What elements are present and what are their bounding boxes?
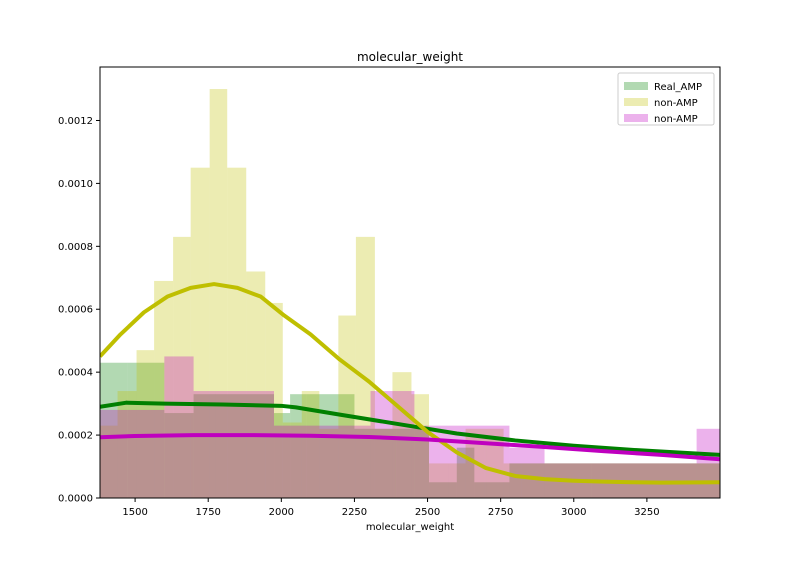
histogram-bar [696, 428, 720, 498]
x-tick-label: 2000 [269, 507, 294, 518]
histogram-bar [282, 422, 302, 498]
legend-swatch [624, 98, 648, 106]
histogram-bar [193, 391, 216, 498]
histogram-bar [164, 356, 194, 498]
legend: Real_AMP non-AMP non-AMP [617, 72, 715, 126]
kde-line-series-1 [100, 400, 720, 457]
histogram-bar [190, 167, 210, 498]
histogram-bar [484, 428, 504, 498]
legend-swatch [624, 114, 648, 122]
histogram-bar [215, 391, 275, 498]
x-tick-label: 2500 [415, 507, 440, 518]
plot-area [99, 66, 721, 499]
y-axis-ticks: 0.0000 0.0002 0.0004 0.0006 0.0008 0.0010 0.00… [58, 116, 100, 505]
histogram-bar [209, 89, 228, 498]
x-tick-label: 3000 [561, 507, 586, 518]
histogram-series-2 [100, 89, 720, 498]
histogram-bar [354, 428, 397, 498]
histogram-bar [100, 409, 128, 498]
axes-frame [99, 66, 721, 499]
y-tick-label: 0.0002 [58, 431, 93, 442]
legend-label: non-AMP [654, 114, 698, 125]
histogram-bar [154, 280, 174, 498]
histogram-bar [319, 428, 339, 498]
y-tick-label: 0.0008 [58, 242, 93, 253]
x-tick-label: 2250 [342, 507, 367, 518]
legend-label: Real_AMP [654, 82, 702, 93]
y-tick-label: 0.0000 [58, 494, 93, 505]
histogram-bar [117, 391, 137, 498]
histogram-bar [136, 350, 155, 498]
histogram-bar [290, 394, 307, 498]
histogram-layer [100, 89, 720, 498]
kde-line-series-3 [100, 433, 720, 462]
histogram-bar [414, 425, 430, 498]
chart-title: molecular_weight [357, 50, 463, 64]
y-tick-label: 0.0010 [58, 179, 93, 190]
legend-swatch [624, 82, 648, 90]
histogram-bar [429, 463, 449, 498]
x-tick-label: 3250 [634, 507, 659, 518]
histogram-bar [193, 394, 275, 498]
histogram-bar [265, 302, 283, 498]
histogram-bar [448, 463, 466, 498]
kde-line-series-2 [100, 282, 720, 485]
x-tick-label: 1750 [195, 507, 220, 518]
histogram-bar [355, 236, 375, 498]
histogram-bar [246, 271, 266, 498]
y-tick-label: 0.0012 [58, 116, 93, 127]
histogram-bar [370, 391, 396, 498]
histogram-bar [509, 447, 545, 498]
histogram-bar [429, 482, 457, 498]
histogram-bar [374, 428, 393, 498]
y-tick-label: 0.0004 [58, 368, 93, 379]
histogram-bar [301, 391, 320, 498]
kde-layer [100, 282, 720, 485]
histogram-bar [127, 409, 165, 498]
histogram-bar [173, 236, 191, 498]
histogram-bar [127, 362, 165, 498]
x-axis-label: molecular_weight [366, 522, 454, 533]
legend-frame [617, 72, 715, 126]
x-axis-ticks: 1500 1750 2000 2250 2500 2750 3000 3250 [122, 498, 660, 518]
histogram-bar [100, 425, 118, 498]
histogram-bar [100, 362, 128, 498]
histogram-bar [474, 482, 510, 498]
y-tick-label: 0.0006 [58, 305, 93, 316]
histogram-bar [227, 167, 247, 498]
legend-label: non-AMP [654, 98, 698, 109]
x-tick-label: 1500 [122, 507, 147, 518]
histogram-bar [164, 413, 194, 498]
x-tick-label: 2750 [488, 507, 513, 518]
